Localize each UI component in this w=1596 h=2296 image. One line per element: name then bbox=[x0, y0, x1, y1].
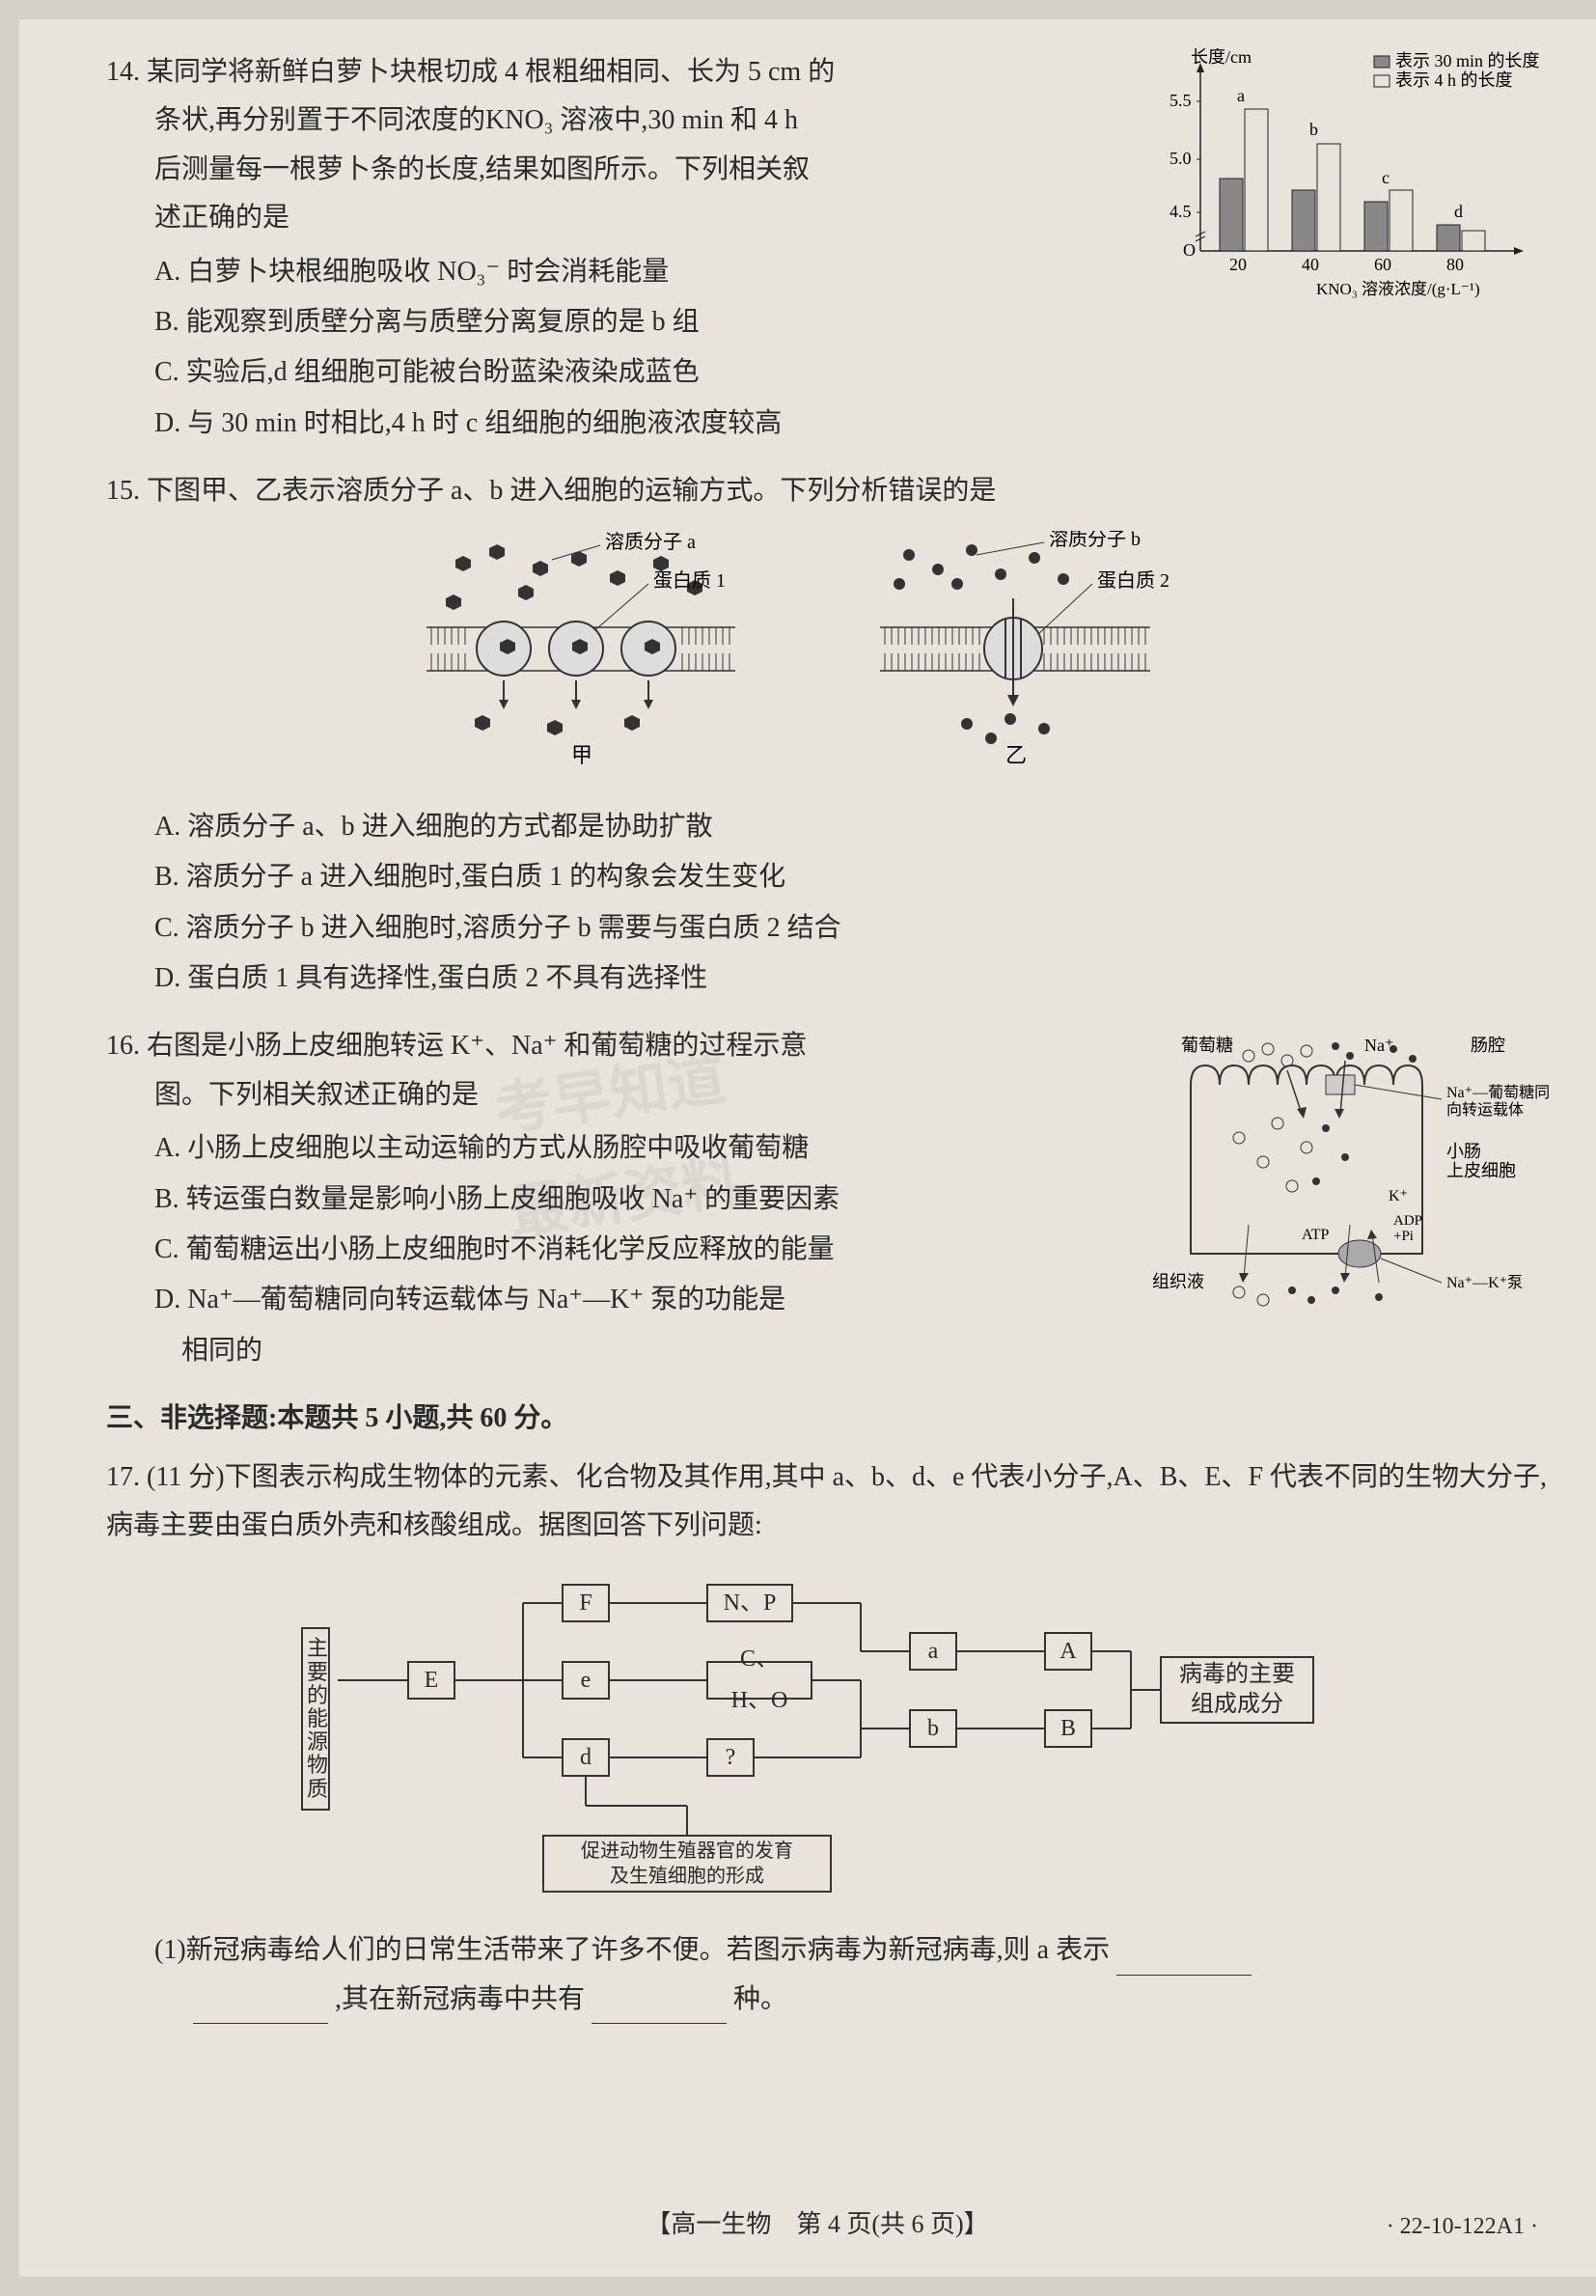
q14-option-d: D. 与 30 min 时相比,4 h 时 c 组细胞的细胞液浓度较高 bbox=[154, 400, 1557, 448]
q15-option-a: A. 溶质分子 a、b 进入细胞的方式都是协助扩散 bbox=[154, 803, 1557, 851]
q17-number: 17. bbox=[106, 1462, 140, 1492]
question-16: 16. 右图是小肠上皮细胞转运 K⁺、Na⁺ 和葡萄糖的过程示意 图。下列相关叙… bbox=[106, 1022, 1557, 1375]
xtick-20: 20 bbox=[1229, 255, 1247, 274]
label-pump: Na⁺—K⁺泵 bbox=[1446, 1274, 1523, 1291]
label-na: Na⁺ bbox=[1364, 1036, 1394, 1055]
xtick-80: 80 bbox=[1446, 255, 1464, 274]
q17-flowchart: 主要的能源物质 E F e d N、P C、H、O ? a b bbox=[106, 1569, 1557, 1907]
blank-1[interactable] bbox=[1116, 1943, 1252, 1976]
xtick-60: 60 bbox=[1374, 255, 1391, 274]
q15-option-d: D. 蛋白质 1 具有选择性,蛋白质 2 不具有选择性 bbox=[154, 954, 1557, 1003]
ytick-50: 5.0 bbox=[1169, 149, 1192, 168]
q16-option-c: C. 葡萄糖运出小肠上皮细胞时不消耗化学反应释放的能量 bbox=[154, 1226, 1110, 1274]
q15-option-c: C. 溶质分子 b 进入细胞时,溶质分子 b 需要与蛋白质 2 结合 bbox=[154, 904, 1557, 953]
svg-text:O: O bbox=[1183, 240, 1196, 260]
label-yi: 乙 bbox=[1005, 743, 1027, 767]
bar-label-d: d bbox=[1454, 202, 1463, 221]
q15-text: 下图甲、乙表示溶质分子 a、b 进入细胞的运输方式。下列分析错误的是 bbox=[147, 476, 996, 506]
q16-line0: 右图是小肠上皮细胞转运 K⁺、Na⁺ 和葡萄糖的过程示意 bbox=[147, 1031, 807, 1061]
label-glucose: 葡萄糖 bbox=[1181, 1036, 1233, 1055]
bar-label-a: a bbox=[1237, 86, 1245, 105]
q17-sub1: (1)新冠病毒给人们的日常生活带来了许多不便。若图示病毒为新冠病毒,则 a 表示… bbox=[154, 1926, 1557, 2024]
blank-1b[interactable] bbox=[193, 1992, 328, 2025]
q14-line1: 条状,再分别置于不同浓度的KNO₃ 溶液中,30 min 和 4 h bbox=[154, 105, 798, 135]
q17-sub1-p3: 种。 bbox=[733, 1984, 787, 2014]
label-cotransporter-1: Na⁺—葡萄糖同 bbox=[1446, 1084, 1550, 1101]
label-cotransporter-2: 向转运载体 bbox=[1446, 1101, 1524, 1119]
label-jia: 甲 bbox=[571, 743, 592, 767]
q16-cell-diagram: 葡萄糖 Na⁺ 肠腔 bbox=[1152, 1032, 1557, 1302]
label-solute-a: 溶质分子 a bbox=[605, 531, 696, 553]
y-axis-label: 长度/cm bbox=[1191, 48, 1252, 67]
q15-number: 15. bbox=[106, 476, 140, 506]
label-solute-b: 溶质分子 b bbox=[1049, 531, 1141, 550]
q16-option-b: B. 转运蛋白数量是影响小肠上皮细胞吸收 Na⁺ 的重要因素 bbox=[154, 1176, 1110, 1224]
page-code: · 22-10-122A1 · bbox=[1387, 2206, 1538, 2248]
q14-line0: 某同学将新鲜白萝卜块根切成 4 根粗细相同、长为 5 cm 的 bbox=[147, 57, 835, 87]
q14-option-b: B. 能观察到质壁分离与质壁分离复原的是 b 组 bbox=[154, 298, 1557, 346]
bar-label-c: c bbox=[1382, 168, 1390, 187]
q14-line2: 后测量每一根萝卜条的长度,结果如图所示。下列相关叙 bbox=[154, 154, 810, 184]
section-3-header: 三、非选择题:本题共 5 小题,共 60 分。 bbox=[106, 1395, 1557, 1443]
q16-option-a: A. 小肠上皮细胞以主动运输的方式从肠腔中吸收葡萄糖 bbox=[154, 1124, 1110, 1173]
xtick-40: 40 bbox=[1302, 255, 1319, 274]
x-axis-label: KNO₃ 溶液浓度/(g·L⁻¹) bbox=[1316, 280, 1480, 298]
q17-sub1-p2: ,其在新冠病毒中共有 bbox=[335, 1984, 585, 2014]
blank-2[interactable] bbox=[592, 1992, 727, 2025]
q14-line3: 述正确的是 bbox=[154, 203, 289, 233]
label-pi: +Pi bbox=[1393, 1229, 1414, 1244]
page-footer: 【高一生物 第 4 页(共 6 页)】 bbox=[19, 2202, 1596, 2248]
q16-option-d-line1: D. Na⁺—葡萄糖同向转运载体与 Na⁺—K⁺ 泵的功能是 bbox=[154, 1276, 1110, 1324]
legend-4h: 表示 4 h 的长度 bbox=[1395, 70, 1513, 90]
label-lumen: 肠腔 bbox=[1471, 1036, 1505, 1055]
label-adp: ADP bbox=[1393, 1213, 1422, 1229]
q17-sub1-p1: (1)新冠病毒给人们的日常生活带来了许多不便。若图示病毒为新冠病毒,则 a 表示 bbox=[154, 1935, 1110, 1965]
q16-line1: 图。下列相关叙述正确的是 bbox=[154, 1080, 479, 1110]
q16-number: 16. bbox=[106, 1031, 140, 1061]
label-protein2: 蛋白质 2 bbox=[1097, 569, 1169, 592]
exam-page: 14. 某同学将新鲜白萝卜块根切成 4 根粗细相同、长为 5 cm 的 条状,再… bbox=[19, 19, 1596, 2277]
label-intestine-1: 小肠 bbox=[1446, 1142, 1481, 1161]
label-tissue-fluid: 组织液 bbox=[1152, 1272, 1204, 1291]
bar-label-b: b bbox=[1309, 120, 1318, 139]
q15-option-b: B. 溶质分子 a 进入细胞时,蛋白质 1 的构象会发生变化 bbox=[154, 853, 1557, 901]
legend-30min: 表示 30 min 的长度 bbox=[1395, 51, 1540, 70]
q14-bar-chart: 表示 30 min 的长度 表示 4 h 的长度 长度/cm 5.5 5.0 bbox=[1152, 48, 1557, 299]
q17-text: (11 分)下图表示构成生物体的元素、化合物及其作用,其中 a、b、d、e 代表… bbox=[106, 1462, 1547, 1540]
ytick-45: 4.5 bbox=[1169, 202, 1192, 221]
label-k: K⁺ bbox=[1389, 1188, 1408, 1204]
q15-membrane-diagram: 溶质分子 a 蛋白质 1 bbox=[106, 531, 1557, 788]
q16-option-d-line2: 相同的 bbox=[181, 1327, 1110, 1375]
ytick-55: 5.5 bbox=[1169, 91, 1192, 110]
question-14: 14. 某同学将新鲜白萝卜块根切成 4 根粗细相同、长为 5 cm 的 条状,再… bbox=[106, 48, 1557, 448]
question-15: 15. 下图甲、乙表示溶质分子 a、b 进入细胞的运输方式。下列分析错误的是 bbox=[106, 467, 1557, 1003]
label-atp: ATP bbox=[1302, 1227, 1330, 1243]
label-protein1: 蛋白质 1 bbox=[653, 569, 726, 592]
q14-number: 14. bbox=[106, 57, 140, 87]
label-intestine-2: 上皮细胞 bbox=[1446, 1161, 1516, 1180]
question-17: 17. (11 分)下图表示构成生物体的元素、化合物及其作用,其中 a、b、d、… bbox=[106, 1453, 1557, 2025]
q14-option-c: C. 实验后,d 组细胞可能被台盼蓝染液染成蓝色 bbox=[154, 348, 1557, 397]
